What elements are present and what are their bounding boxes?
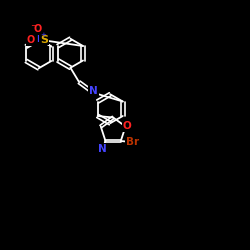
Text: N: N: [98, 144, 107, 154]
Text: N: N: [36, 34, 44, 44]
Text: O: O: [34, 24, 42, 34]
Text: O: O: [123, 122, 132, 132]
Text: Br: Br: [126, 136, 139, 146]
Text: +: +: [40, 32, 46, 38]
Text: −: −: [30, 21, 37, 30]
Text: O: O: [26, 35, 35, 45]
Text: N: N: [89, 86, 98, 96]
Text: S: S: [40, 34, 48, 44]
